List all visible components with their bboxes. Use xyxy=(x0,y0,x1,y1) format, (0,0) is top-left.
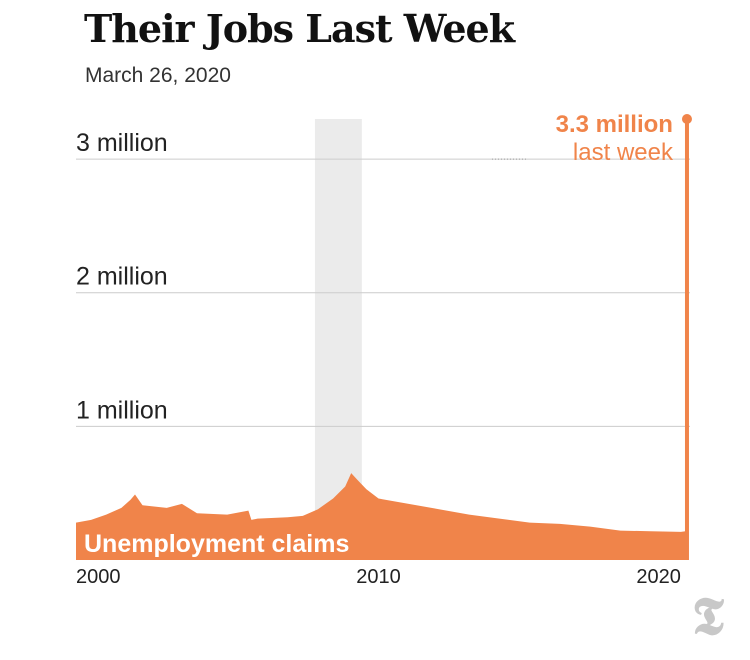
x-axis-labels: 2000 2010 2020 xyxy=(76,566,681,588)
x-tick-label: 2010 xyxy=(356,566,401,588)
unemployment-claims-area xyxy=(76,473,687,560)
gridlines: 1 million 2 million 3 million xyxy=(76,129,690,427)
chart-date: March 26, 2020 xyxy=(85,64,231,87)
nyt-logo-icon: 𝕿 xyxy=(692,586,724,647)
series-label: Unemployment claims xyxy=(84,530,349,558)
annotation-value: 3.3 million xyxy=(556,111,673,138)
annotation-sublabel: last week xyxy=(573,139,674,166)
y-tick-label: 3 million xyxy=(76,129,168,157)
x-tick-label: 2020 xyxy=(636,566,681,588)
y-tick-label: 2 million xyxy=(76,263,168,291)
y-tick-label: 1 million xyxy=(76,396,168,424)
chart-title: Their Jobs Last Week xyxy=(84,6,515,51)
x-tick-label: 2000 xyxy=(76,566,121,588)
last-week-point xyxy=(681,114,692,124)
